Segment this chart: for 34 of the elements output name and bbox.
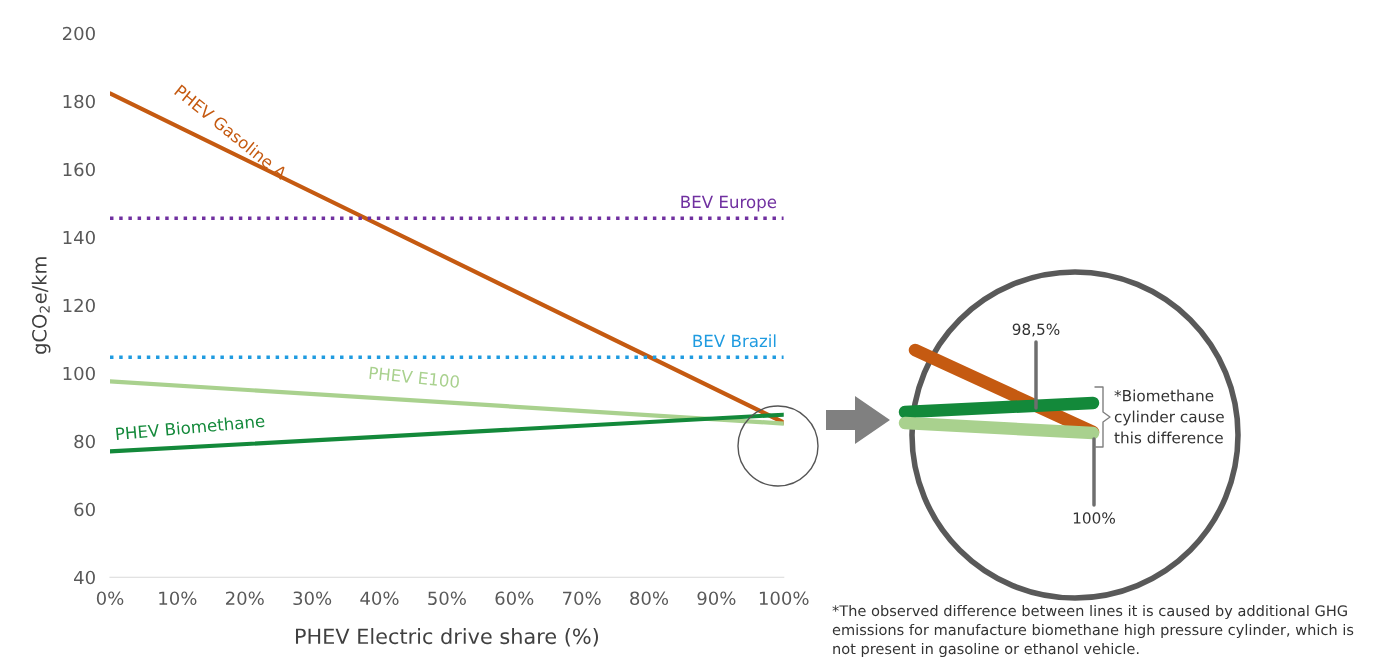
text: this difference [1114,431,1223,444]
y-axis-title: gCO$_{2}$e/km [31,257,51,354]
x-tick-label: 0% [96,591,124,606]
text: 100% [1073,512,1115,524]
text: PHEV E100 [369,366,460,389]
x-tick-label: 30% [293,591,332,606]
text: 98,5% [1012,323,1060,337]
text: *Biomethane [1114,389,1214,402]
x-tick-label: 70% [563,591,601,606]
y-tick-label: 200 [62,26,95,41]
text: PHEV Biomethane [115,414,265,441]
y-tick-label: 100 [63,366,95,381]
text: not present in gasoline or ethanol vehicle. [833,642,1139,658]
y-tick-label: 120 [63,298,95,313]
text: cylinder cause [1114,410,1224,426]
x-tick-label: 80% [630,591,669,606]
y-tick-label: 140 [63,230,95,245]
x-tick-label: 100% [759,591,809,606]
text: emissions for manufacture biomethane high pressure cylinder, which is [832,623,1354,639]
x-tick-label: 90% [697,591,736,606]
x-tick-label: 40% [360,591,399,606]
ref-line-label: BEV Europe [681,195,777,212]
ref-line-label: BEV Brazil [693,334,776,348]
x-axis-title: PHEV Electric drive share (%) [296,628,599,647]
text: *The observed difference between lines it is caused by additional GHG [832,604,1347,620]
y-tick-label: 80 [74,434,95,449]
y-tick-label: 40 [74,570,95,585]
x-tick-label: 50% [428,591,466,606]
y-tick-label: 160 [63,162,95,177]
y-tick-label: 180 [63,94,95,109]
x-tick-label: 20% [226,591,264,606]
x-tick-label: 10% [159,591,197,606]
x-tick-label: 60% [495,591,534,606]
y-tick-label: 60 [74,502,95,517]
